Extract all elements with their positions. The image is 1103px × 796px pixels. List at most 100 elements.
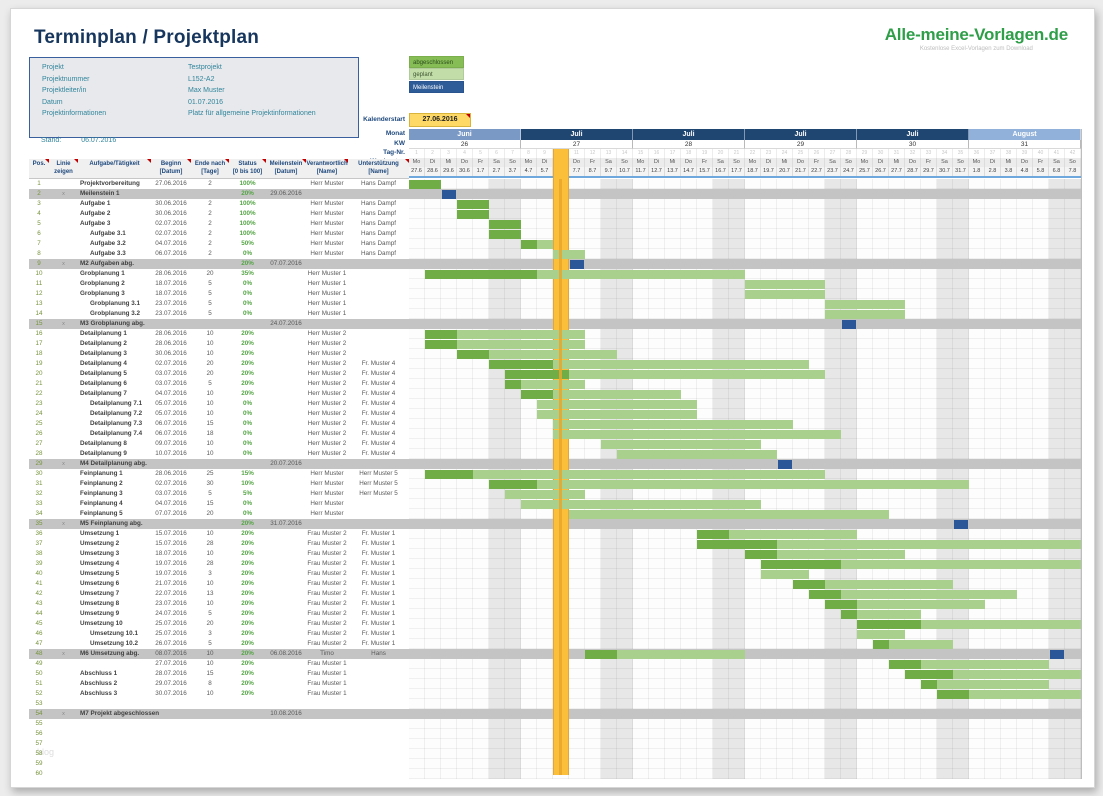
cell[interactable]: Frau Muster 1 (307, 690, 347, 697)
empty-row[interactable]: 55 (29, 719, 409, 729)
task-row[interactable]: 14 Grobplanung 3.2 23.07.2016 5 0% Herr Muste… (29, 309, 409, 319)
cell[interactable]: Umsetzung 9 (80, 610, 120, 617)
cell[interactable]: 20% (241, 390, 254, 397)
column-header-verantwortlich[interactable]: Verantwortlich [Name] (306, 159, 348, 179)
cell[interactable]: Fr. Muster 1 (361, 600, 396, 607)
cell[interactable]: Aufgabe 2 (80, 210, 111, 217)
cell[interactable]: 20 (206, 360, 214, 367)
date-cell[interactable]: 1.8 (969, 167, 985, 176)
cell[interactable]: Herr Muster 5 (359, 490, 398, 497)
task-row[interactable]: 47 Umsetzung 10.2 26.07.2016 5 20% Frau Muste… (29, 639, 409, 649)
date-cell[interactable]: 29.7 (921, 167, 937, 176)
cell[interactable]: Detailplanung 1 (80, 330, 127, 337)
info-value[interactable]: Max Muster (188, 87, 225, 94)
cell[interactable]: Herr Muster 2 (307, 450, 347, 457)
cell[interactable]: Herr Muster 2 (307, 360, 347, 367)
cell[interactable]: Herr Muster 2 (307, 440, 347, 447)
cell[interactable]: 20% (241, 530, 254, 537)
cell[interactable]: 0% (242, 280, 253, 287)
cell[interactable]: 10 (206, 580, 214, 587)
cell[interactable]: 37 (35, 540, 43, 547)
cell[interactable]: 30.07.2016 (155, 690, 187, 697)
date-cell[interactable]: 5.8 (1033, 167, 1049, 176)
date-cell[interactable]: 2.8 (985, 167, 1001, 176)
cell[interactable]: 20% (241, 630, 254, 637)
cell[interactable]: Herr Muster 1 (307, 280, 347, 287)
cell[interactable]: Herr Muster 2 (307, 340, 347, 347)
cell[interactable]: 42 (35, 590, 43, 597)
cell[interactable]: 20% (241, 380, 254, 387)
cell[interactable]: Abschluss 2 (80, 680, 118, 687)
date-cell[interactable]: 3.7 (505, 167, 521, 176)
cell[interactable]: 47 (35, 640, 43, 647)
cell[interactable]: M6 Umsetzung abg. (80, 650, 140, 657)
cell[interactable]: 10 (206, 340, 214, 347)
cell[interactable]: 24 (35, 410, 43, 417)
date-cell[interactable]: 22.7 (809, 167, 825, 176)
cell[interactable]: Herr Muster (310, 220, 344, 227)
cell[interactable]: Herr Muster (310, 510, 344, 517)
cell[interactable]: Hans (371, 650, 386, 657)
date-cell[interactable]: 8.7 (585, 167, 601, 176)
cell[interactable]: 30 (35, 470, 43, 477)
cell[interactable]: 28.06.2016 (155, 470, 187, 477)
cell[interactable]: 0% (242, 410, 253, 417)
cell[interactable]: 35 (35, 520, 43, 527)
cell[interactable]: Herr Muster 2 (307, 410, 347, 417)
cell[interactable]: 20% (241, 670, 254, 677)
cell[interactable]: 03.07.2016 (155, 380, 187, 387)
date-cell[interactable]: 30.6 (457, 167, 473, 176)
cell[interactable]: 17 (35, 340, 43, 347)
cell[interactable]: 45 (35, 620, 43, 627)
task-row[interactable]: 40 Umsetzung 5 19.07.2016 3 20% Frau Muster 2… (29, 569, 409, 579)
task-row[interactable]: 36 Umsetzung 1 15.07.2016 10 20% Frau Muster … (29, 529, 409, 539)
date-cell[interactable]: 19.7 (761, 167, 777, 176)
cell[interactable]: Herr Muster 2 (307, 400, 347, 407)
date-cell[interactable]: 30.7 (937, 167, 953, 176)
cell[interactable]: Detailplanung 7.1 (90, 400, 143, 407)
cell[interactable]: 20 (206, 510, 214, 517)
date-cell[interactable]: 4.7 (521, 167, 537, 176)
cell[interactable]: Hans Dampf (361, 240, 396, 247)
cell[interactable]: 22 (35, 390, 43, 397)
cell[interactable]: x (62, 651, 65, 657)
cell[interactable]: 20% (241, 590, 254, 597)
cell[interactable]: x (62, 711, 65, 717)
cell[interactable]: Hans Dampf (361, 220, 396, 227)
cell[interactable]: 10 (206, 440, 214, 447)
cell[interactable]: 19.07.2016 (155, 570, 187, 577)
date-cell[interactable]: 7.8 (1065, 167, 1081, 176)
date-cell[interactable]: 9.7 (601, 167, 617, 176)
cell[interactable]: 32 (35, 490, 43, 497)
cell[interactable]: 20% (241, 190, 254, 197)
cell[interactable]: 18.07.2016 (155, 280, 187, 287)
cell[interactable]: Herr Muster (310, 490, 344, 497)
cell[interactable]: 28 (206, 540, 214, 547)
cell[interactable]: Herr Muster 1 (307, 310, 347, 317)
column-header-aufgabe-t-tigkeit[interactable]: Aufgabe/Tätigkeit (78, 159, 151, 179)
cell[interactable]: 20% (241, 260, 254, 267)
cell[interactable]: Fr. Muster 4 (361, 370, 396, 377)
task-row[interactable]: 25 Detailplanung 7.3 06.07.2016 15 0% Herr Mu… (29, 419, 409, 429)
cell[interactable]: 60 (35, 770, 43, 777)
task-row[interactable]: 6 Aufgabe 3.1 02.07.2016 2 100% Herr Muster Ha… (29, 229, 409, 239)
cell[interactable]: 5 (208, 280, 212, 287)
task-row[interactable]: 10 Grobplanung 1 28.06.2016 20 35% Herr Muste… (29, 269, 409, 279)
task-row[interactable]: 26 Detailplanung 7.4 06.07.2016 18 0% Herr Mu… (29, 429, 409, 439)
cell[interactable]: Frau Muster 2 (307, 620, 347, 627)
column-header-linie[interactable]: Linie zeigen (49, 159, 78, 179)
cell[interactable]: 10 (206, 660, 214, 667)
cell[interactable]: 06.07.2016 (155, 250, 187, 257)
cell[interactable]: Detailplanung 7.3 (90, 420, 143, 427)
date-cell[interactable]: 13.7 (665, 167, 681, 176)
cell[interactable]: 08.07.2016 (155, 650, 187, 657)
cell[interactable]: 5 (208, 300, 212, 307)
info-value[interactable]: Platz für allgemeine Projektinformatione… (188, 110, 316, 117)
cell[interactable]: 48 (35, 650, 43, 657)
cell[interactable]: Fr. Muster 4 (361, 410, 396, 417)
cell[interactable]: Frau Muster 1 (307, 670, 347, 677)
cell[interactable]: 03.07.2016 (155, 370, 187, 377)
date-cell[interactable]: 12.7 (649, 167, 665, 176)
cell[interactable]: 10 (206, 400, 214, 407)
date-cell[interactable]: 21.7 (793, 167, 809, 176)
